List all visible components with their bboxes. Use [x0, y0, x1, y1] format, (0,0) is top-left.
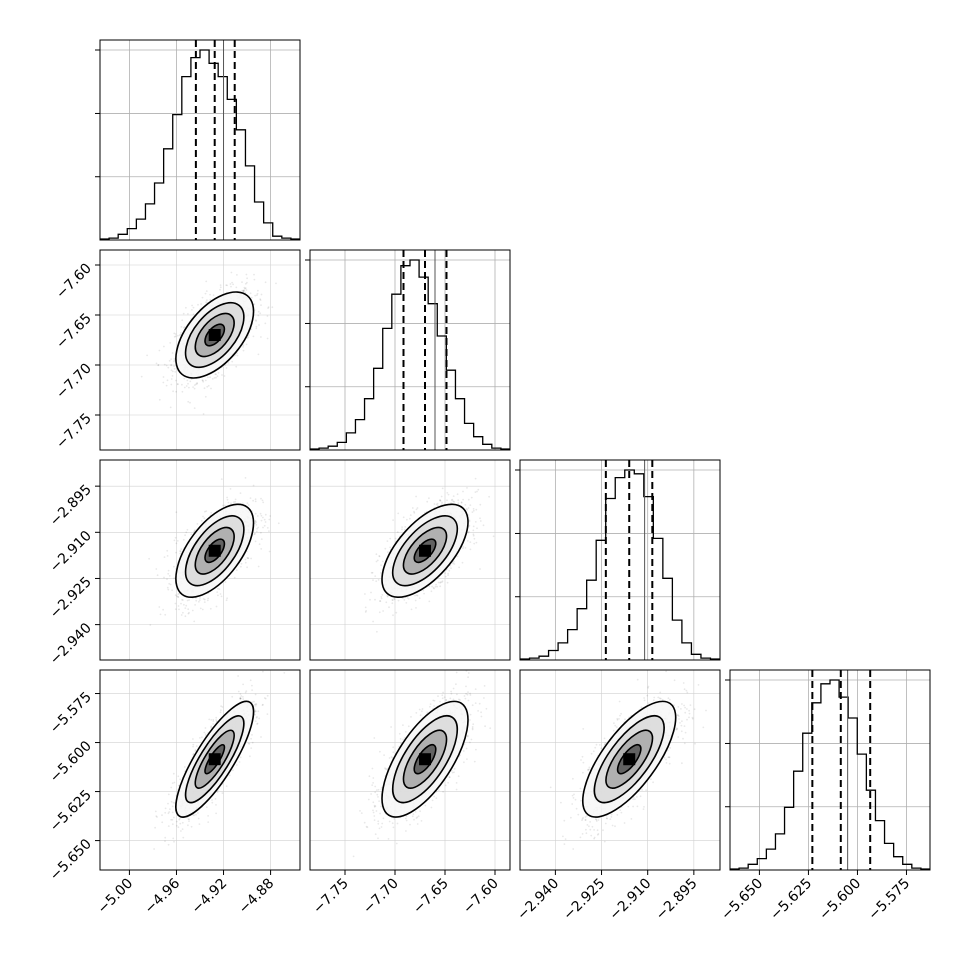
histogram-step [100, 49, 300, 240]
scatter-panel-2-1 [309, 459, 511, 661]
histogram-step [730, 679, 930, 870]
scatter-panel-3-0 [99, 669, 301, 871]
contour-line [175, 291, 255, 379]
y-tick-label: −5.625 [47, 787, 95, 835]
peak-cell [419, 753, 431, 766]
histogram-panel-3 [725, 669, 931, 871]
y-tick-label: −5.650 [47, 836, 95, 884]
panel-frame [99, 669, 301, 871]
contour-line [381, 700, 469, 818]
contour-line [184, 715, 245, 804]
peak-cell [208, 753, 221, 766]
y-tick-label: −2.910 [47, 528, 95, 576]
contour-line [391, 515, 459, 587]
scatter-panel-3-1 [309, 669, 511, 871]
contour-line [194, 729, 235, 789]
panel-frame [99, 459, 301, 661]
x-tick-label: −4.92 [189, 876, 231, 918]
contour-line [194, 526, 235, 575]
contour-line [605, 729, 654, 789]
histogram-panel-2 [515, 459, 721, 661]
y-tick-label: −5.575 [47, 689, 95, 737]
contour-line [391, 715, 459, 804]
x-tick-label: −5.00 [95, 876, 137, 918]
x-tick-label: −2.940 [514, 876, 562, 924]
x-tick-label: −7.75 [310, 876, 352, 918]
scatter-panel-3-2 [519, 669, 721, 871]
contour-line [402, 729, 448, 789]
x-tick-label: −2.895 [653, 876, 701, 924]
panel-frame [729, 669, 931, 871]
x-tick-label: −7.65 [410, 876, 452, 918]
y-tick-label: −7.75 [53, 411, 95, 453]
panel-frame [99, 39, 301, 241]
panel-frame [519, 669, 721, 871]
contour-line [184, 301, 245, 369]
x-tick-label: −7.60 [460, 876, 502, 918]
peak-cell [208, 544, 221, 557]
panel-frame [309, 669, 511, 871]
y-tick-label: −5.600 [47, 738, 95, 786]
contour-line [175, 503, 255, 599]
contour-line [581, 700, 677, 818]
contour-line [184, 515, 245, 587]
y-tick-label: −7.70 [53, 361, 95, 403]
x-tick-label: −5.600 [816, 876, 864, 924]
scatter-panel-2-0 [99, 459, 301, 661]
histogram-step [310, 259, 510, 450]
y-tick-label: −2.895 [47, 482, 95, 530]
contour-line [175, 700, 255, 818]
panel-frame [309, 459, 511, 661]
histogram-step [520, 469, 720, 660]
x-tick-label: −5.625 [767, 876, 815, 924]
contour-line [194, 312, 235, 358]
x-tick-label: −4.96 [142, 875, 184, 917]
x-tick-label: −5.650 [718, 876, 766, 924]
peak-cell [623, 753, 636, 766]
x-tick-label: −7.70 [360, 876, 402, 918]
x-tick-label: −5.575 [865, 876, 913, 924]
x-tick-label: −4.88 [236, 876, 278, 918]
x-tick-label: −2.925 [560, 876, 608, 924]
y-tick-label: −7.65 [53, 311, 95, 353]
contour-line [381, 503, 469, 599]
histogram-panel-1 [305, 249, 511, 451]
peak-cell [419, 544, 431, 557]
x-tick-label: −2.910 [607, 876, 655, 924]
y-tick-label: −2.940 [47, 620, 95, 668]
panel-frame [99, 249, 301, 451]
y-tick-label: −2.925 [47, 574, 95, 622]
histogram-panel-0 [95, 39, 301, 241]
panel-frame [309, 249, 511, 451]
contour-line [593, 715, 665, 804]
contour-line [402, 526, 448, 575]
peak-cell [208, 329, 221, 341]
y-tick-label: −7.60 [53, 261, 95, 303]
scatter-panel-1-0 [99, 249, 301, 451]
panel-frame [519, 459, 721, 661]
